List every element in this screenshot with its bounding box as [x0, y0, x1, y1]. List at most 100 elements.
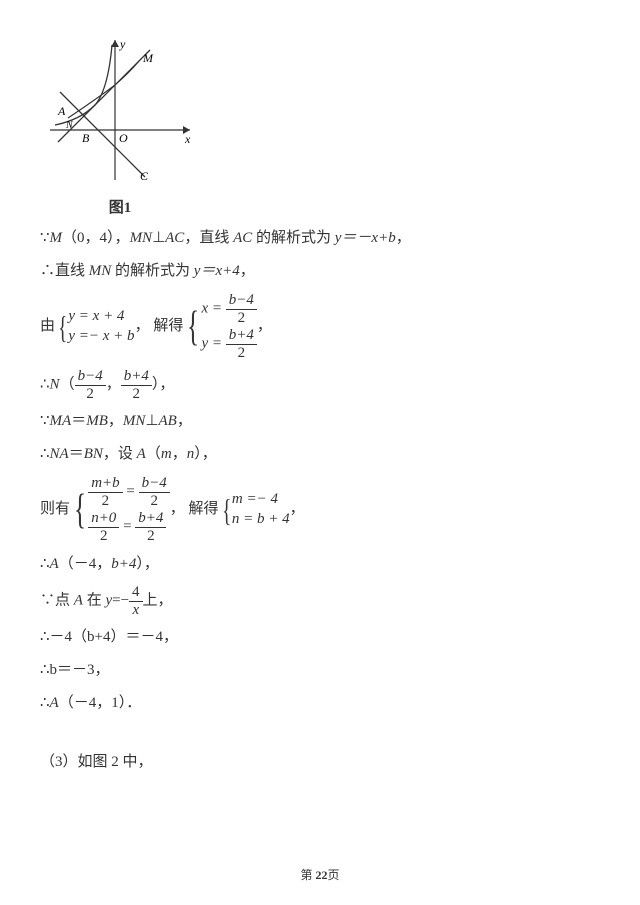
var: NA — [50, 446, 69, 462]
page-footer: 第 22页 — [0, 866, 640, 883]
var: A — [137, 446, 146, 462]
num: b+4 — [226, 327, 257, 345]
var: m — [161, 446, 172, 462]
fraction: 4x — [129, 584, 143, 618]
step-line: ∵M（0，4），MN⊥AC，直线 AC 的解析式为 y＝－x+b， — [40, 225, 600, 252]
text: ， 解得 — [135, 318, 184, 334]
var: AB — [159, 413, 177, 429]
svg-text:C: C — [140, 169, 149, 183]
step-line: 由{ y = x + 4 y =− x + b ， 解得{ x = b−42 y… — [40, 291, 600, 362]
text: ）， — [152, 376, 175, 392]
eq: n+02 = b+42 — [88, 510, 170, 544]
text: ， 解得 — [170, 501, 219, 517]
text: ∵点 — [40, 592, 74, 608]
text: ）， — [194, 446, 217, 462]
text: ∴ — [40, 446, 50, 462]
text: ＝ — [71, 413, 86, 429]
text: （－4，1）． — [59, 695, 142, 711]
den: 2 — [88, 493, 122, 510]
den: x — [129, 602, 143, 619]
figure-caption: 图1 — [40, 196, 200, 217]
step-line: ∴N（b−42，b+42）， — [40, 368, 600, 402]
var: AC — [233, 230, 252, 246]
svg-text:x: x — [184, 132, 191, 146]
text: ， — [240, 263, 255, 279]
svg-text:A: A — [57, 104, 66, 118]
var: M — [50, 230, 63, 246]
svg-text:M: M — [142, 51, 154, 65]
text: ， — [177, 413, 192, 429]
brace-icon: { — [74, 489, 86, 531]
text: ∴ — [40, 695, 50, 711]
system: y = x + 4 y =− x + b — [68, 307, 134, 346]
text: ， — [257, 318, 272, 334]
lhs: x = — [202, 300, 223, 316]
den: 2 — [75, 386, 106, 403]
text: ， — [108, 413, 123, 429]
text: 则有 — [40, 501, 70, 517]
eq: y＝x+4 — [194, 263, 240, 279]
step-line: （3）如图 2 中， — [40, 749, 600, 776]
svg-text:y: y — [119, 37, 126, 51]
eq: y = x + 4 — [68, 307, 134, 327]
text: ，直线 — [184, 230, 233, 246]
text: ∵ — [40, 413, 50, 429]
var: MA — [50, 413, 72, 429]
svg-text:B: B — [82, 131, 90, 145]
text: ∴ — [40, 376, 50, 392]
svg-text:N: N — [65, 120, 74, 131]
system: x = b−42 y = b+42 — [202, 291, 257, 362]
page-number: 22 — [316, 868, 328, 882]
var: b+4 — [111, 556, 136, 572]
figure-1: y M x A N B O C — [40, 30, 600, 190]
den: 2 — [121, 386, 152, 403]
text: ， — [290, 501, 305, 517]
text: 的解析式为 — [252, 230, 335, 246]
step-line: ∴b＝－3， — [40, 657, 600, 684]
fraction: b−42 — [139, 475, 170, 509]
num: 4 — [129, 584, 143, 602]
eq: y =− x + b — [68, 327, 134, 347]
eq: y = b+42 — [202, 327, 257, 361]
text: （ — [60, 376, 75, 392]
brace-icon: { — [58, 312, 67, 342]
den: 2 — [226, 345, 257, 362]
text: ∴ — [40, 556, 50, 572]
var: A — [74, 592, 83, 608]
var: BN — [84, 446, 103, 462]
var: A — [50, 556, 59, 572]
text: 的解析式为 — [111, 263, 194, 279]
eq-sign: = — [123, 518, 131, 534]
den: 2 — [139, 493, 170, 510]
var: AC — [165, 230, 184, 246]
fraction: b−42 — [226, 292, 257, 326]
text: （0，4）， — [62, 230, 130, 246]
text: ⊥ — [152, 230, 165, 246]
text: 在 — [83, 592, 106, 608]
figure-svg: y M x A N B O C — [40, 30, 200, 185]
num: m+b — [88, 475, 122, 493]
var: MB — [86, 413, 108, 429]
fraction: n+02 — [88, 510, 119, 544]
eq: m+b2 = b−42 — [88, 475, 170, 509]
fraction: b−42 — [75, 368, 106, 402]
text: 上， — [143, 592, 173, 608]
var: A — [50, 695, 59, 711]
var: MN — [130, 230, 153, 246]
text: ， — [396, 230, 411, 246]
step-line: ∴－4（b+4）＝－4， — [40, 624, 600, 651]
step-line: ∵MA＝MB，MN⊥AB， — [40, 408, 600, 435]
num: b−4 — [226, 292, 257, 310]
fraction: b+42 — [226, 327, 257, 361]
var: MN — [123, 413, 146, 429]
text: ， — [172, 446, 187, 462]
brace-icon: { — [222, 495, 231, 525]
eq: y＝－x+b — [335, 230, 396, 246]
fraction: m+b2 — [88, 475, 122, 509]
text: ∵ — [40, 230, 50, 246]
eq: n = b + 4 — [232, 510, 290, 530]
num: b−4 — [75, 368, 106, 386]
text: 由 — [40, 318, 55, 334]
num: b+4 — [135, 510, 166, 528]
den: 2 — [226, 310, 257, 327]
